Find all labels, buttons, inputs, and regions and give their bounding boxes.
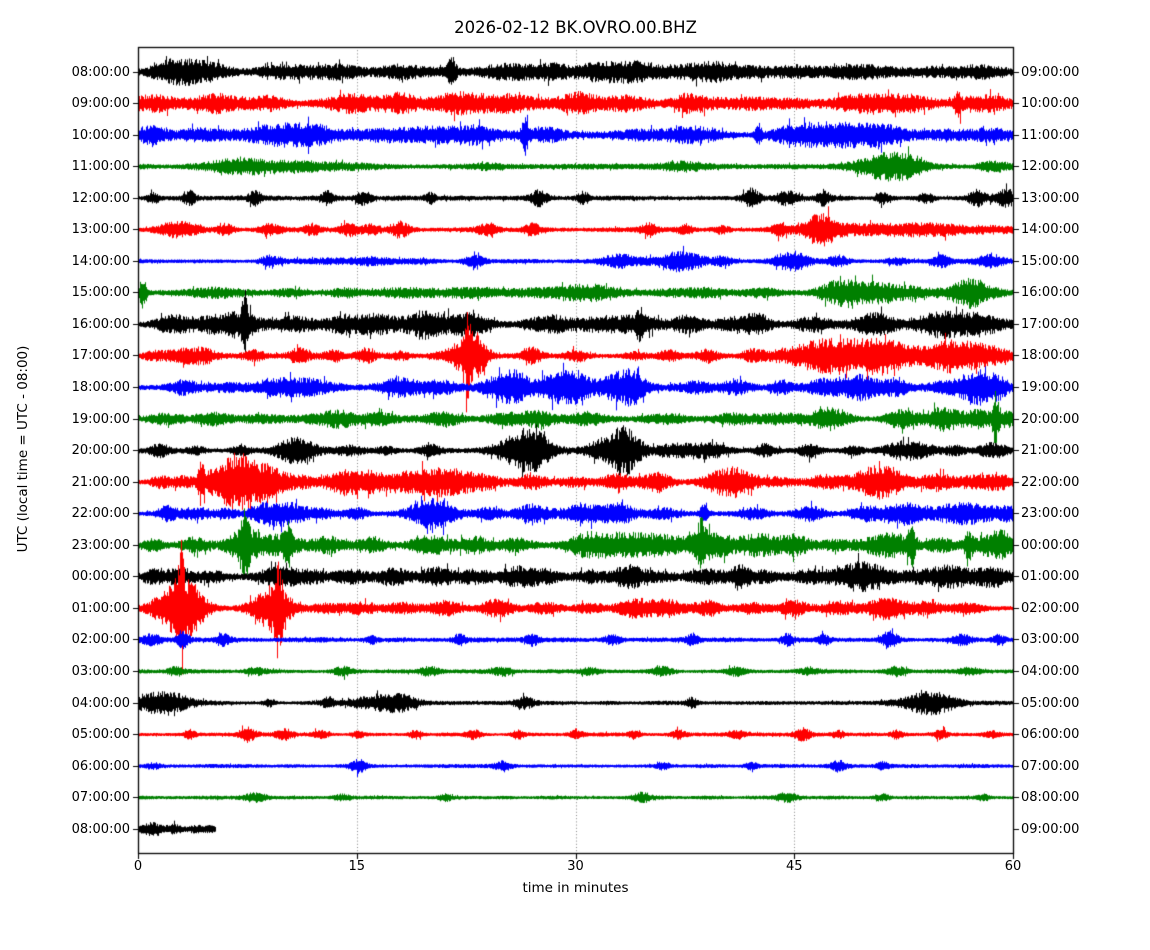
left-time-label: 02:00:00 [71,632,130,648]
right-time-label: 10:00:00 [1021,96,1080,112]
right-time-label: 12:00:00 [1021,159,1080,175]
plot-title: 2026-02-12 BK.OVRO.00.BHZ [454,18,697,37]
x-tick-label: 30 [567,859,584,874]
left-time-label: 18:00:00 [71,380,130,395]
right-time-label: 13:00:00 [1021,190,1080,206]
left-time-label: 12:00:00 [71,190,130,206]
left-time-label: 08:00:00 [71,821,130,837]
right-time-label: 22:00:00 [1021,474,1080,490]
left-time-label: 07:00:00 [71,790,130,806]
x-tick-label: 15 [348,859,366,874]
left-time-label: 09:00:00 [71,96,130,112]
right-time-label: 20:00:00 [1021,411,1080,427]
left-time-label: 20:00:00 [71,443,130,459]
x-axis-label: time in minutes [522,880,629,896]
left-time-label: 14:00:00 [71,253,130,269]
right-time-label: 19:00:00 [1021,380,1080,395]
right-time-label: 07:00:00 [1021,758,1080,774]
right-time-label: 04:00:00 [1021,663,1080,679]
left-time-label: 04:00:00 [71,695,130,711]
left-time-label: 23:00:00 [71,537,130,553]
left-time-label: 15:00:00 [71,285,130,301]
right-time-label: 09:00:00 [1021,821,1080,837]
right-time-label: 06:00:00 [1021,727,1080,743]
left-time-label: 19:00:00 [71,411,130,427]
left-time-label: 05:00:00 [71,727,130,743]
right-time-label: 15:00:00 [1021,253,1080,269]
left-time-label: 08:00:00 [71,64,130,80]
left-time-label: 10:00:00 [71,127,130,143]
left-time-label: 01:00:00 [71,600,130,616]
left-time-label: 11:00:00 [71,159,130,175]
x-tick-label: 0 [133,859,143,874]
x-tick-label: 45 [785,859,803,874]
left-time-label: 16:00:00 [71,316,130,332]
left-time-label: 17:00:00 [71,348,130,364]
right-time-label: 09:00:00 [1021,64,1080,80]
right-time-label: 21:00:00 [1021,443,1080,459]
right-time-label: 03:00:00 [1021,632,1080,648]
left-time-label: 22:00:00 [71,506,130,522]
left-time-label: 13:00:00 [71,222,130,238]
right-time-label: 05:00:00 [1021,695,1080,711]
left-time-label: 21:00:00 [71,474,130,490]
left-time-label: 00:00:00 [71,569,130,585]
right-time-label: 23:00:00 [1021,506,1080,522]
right-time-label: 02:00:00 [1021,600,1080,616]
right-time-label: 01:00:00 [1021,569,1080,585]
y-axis-label: UTC (local time = UTC - 08:00) [15,345,31,553]
right-time-label: 11:00:00 [1021,127,1080,143]
left-time-label: 03:00:00 [71,663,130,679]
right-time-label: 14:00:00 [1021,222,1080,238]
right-time-label: 00:00:00 [1021,537,1080,553]
x-tick-label: 60 [1004,859,1022,874]
left-time-label: 06:00:00 [71,758,130,774]
right-time-label: 17:00:00 [1021,316,1080,332]
right-time-label: 16:00:00 [1021,285,1080,301]
right-time-label: 08:00:00 [1021,790,1080,806]
right-time-label: 18:00:00 [1021,348,1080,364]
